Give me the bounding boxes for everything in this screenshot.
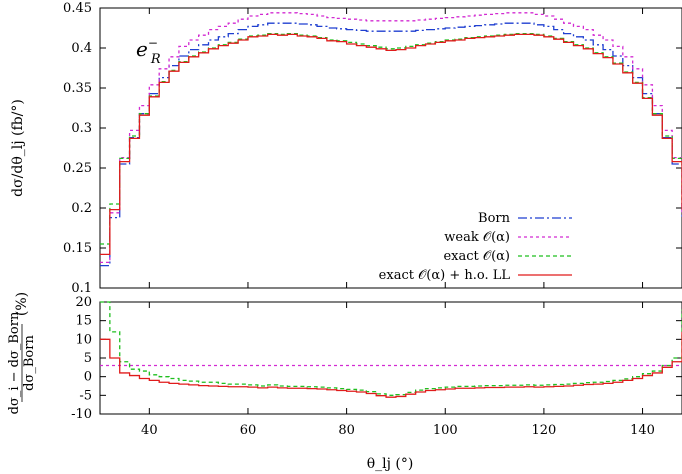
legend-label: exact 𝒪(α) + h.o. LL xyxy=(379,268,511,283)
top-y-ticks: 0.1 0.15 0.2 0.25 0.3 0.35 0.4 0.45 xyxy=(63,1,682,296)
bottom-y-axis-label: dσ_i − dσ_Born dσ_Born (%) xyxy=(7,292,37,414)
ratio-numerator: dσ_i − dσ_Born xyxy=(7,311,22,414)
y-tick-label: 0.2 xyxy=(71,201,92,216)
series-line xyxy=(100,301,682,396)
x-tick-label: 60 xyxy=(240,423,257,438)
y-tick-label: 0.3 xyxy=(71,121,92,136)
series-line xyxy=(100,32,682,245)
y-tick-label: -5 xyxy=(79,388,92,403)
top-plot-frame xyxy=(99,7,682,289)
series-line xyxy=(100,33,682,256)
x-tick-label: 140 xyxy=(630,423,655,438)
top-y-axis-label: dσ/dθ_lj (fb/°) xyxy=(10,99,26,197)
y-tick-label: 0.15 xyxy=(63,241,92,256)
x-ticks: 40 60 80 100 120 140 xyxy=(141,8,655,438)
series-line xyxy=(100,22,682,267)
y-tick-label: 0.1 xyxy=(71,281,92,296)
cross-section-panel: 0.1 0.15 0.2 0.25 0.3 0.35 0.4 0.45 e− R dσ/dθ_l… xyxy=(10,1,682,296)
bottom-y-ticks: -10 -5 0 5 10 15 20 xyxy=(71,295,682,422)
ratio-unit: (%) xyxy=(14,292,30,316)
y-tick-label: 15 xyxy=(75,314,92,329)
legend-label: exact 𝒪(α) xyxy=(443,249,510,264)
series-line xyxy=(100,331,682,398)
y-tick-label: 0.35 xyxy=(63,81,92,96)
y-tick-label: -10 xyxy=(71,407,92,422)
x-tick-label: 120 xyxy=(531,423,556,438)
y-tick-label: 5 xyxy=(84,351,92,366)
series-line xyxy=(100,12,682,264)
top-series xyxy=(100,12,682,267)
relative-correction-panel: -10 -5 0 5 10 15 20 40 60 80 100 120 140 dσ_i − dσ_… xyxy=(7,8,682,472)
x-axis-label: θ_lj (°) xyxy=(367,456,414,472)
x-tick-label: 40 xyxy=(141,423,158,438)
x-tick-label: 80 xyxy=(338,423,355,438)
y-tick-label: 0 xyxy=(84,370,92,385)
y-tick-label: 0.45 xyxy=(63,1,92,16)
bottom-series xyxy=(100,301,682,398)
y-tick-label: 20 xyxy=(75,295,92,310)
x-tick-label: 100 xyxy=(433,423,458,438)
y-tick-label: 0.25 xyxy=(63,161,92,176)
ratio-denominator: dσ_Born xyxy=(22,335,37,391)
y-tick-label: 10 xyxy=(75,332,92,347)
legend-label: weak 𝒪(α) xyxy=(444,230,510,245)
helicity-annotation: e− R xyxy=(136,36,161,67)
legend: Born weak 𝒪(α) exact 𝒪(α) exact 𝒪(α) + h.o.… xyxy=(379,211,572,283)
legend-label: Born xyxy=(478,211,511,226)
y-tick-label: 0.4 xyxy=(71,41,92,56)
